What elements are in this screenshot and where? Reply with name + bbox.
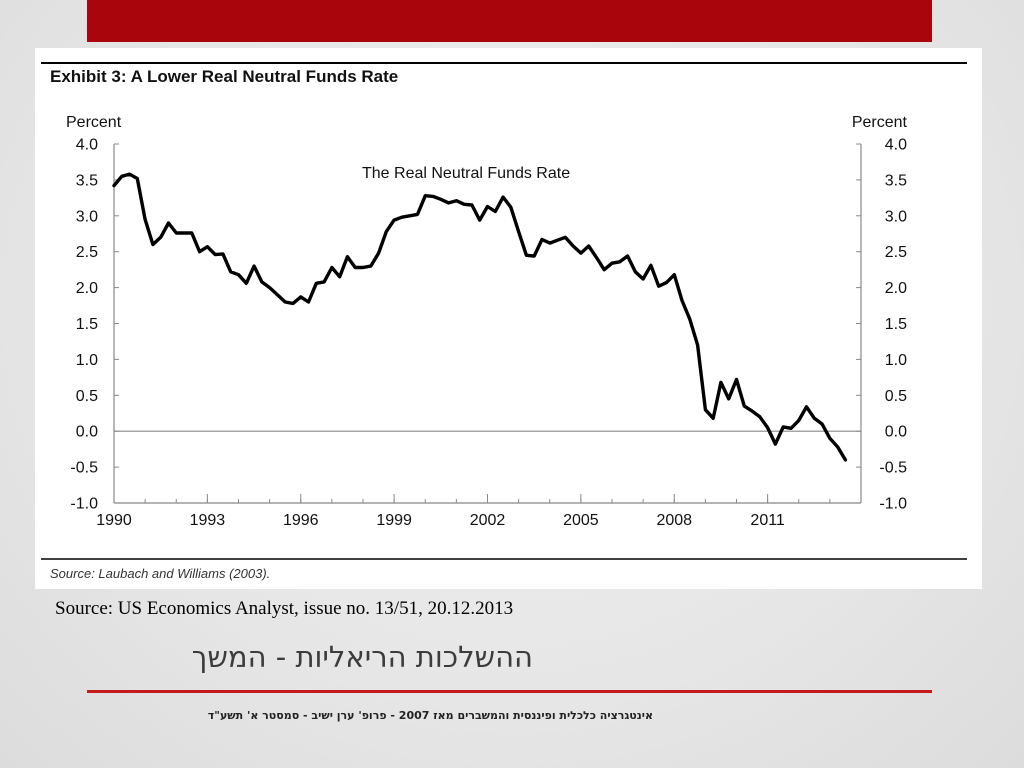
chart-source: Source: Laubach and Williams (2003).: [50, 566, 270, 581]
title-underline: [87, 690, 932, 693]
y-tick-label-right: 2.5: [885, 244, 907, 261]
y-tick-label-left: 2.0: [76, 280, 98, 297]
y-tick-label-right: -1.0: [879, 496, 907, 513]
y-tick-label-right: 2.0: [885, 280, 907, 297]
chart-svg: Exhibit 3: A Lower Real Neutral Funds Ra…: [41, 62, 967, 581]
y-axis-right-label: Percent: [852, 114, 908, 131]
y-tick-label-right: 1.0: [885, 352, 907, 369]
y-tick-label-left: -1.0: [70, 496, 98, 513]
x-tick-label: 2011: [750, 512, 785, 529]
y-tick-label-left: 0.5: [76, 388, 98, 405]
axes-layer: 4.0 4.0 3.5 3.5 3.0 3.0 2.5 2.5 2.0 2.0 1.5 1.5 1.0 1…: [70, 137, 907, 530]
top-accent-bar: [87, 0, 932, 42]
y-tick-label-left: 3.5: [76, 172, 98, 189]
x-tick-label: 2008: [656, 512, 692, 529]
y-tick-label-left: 1.5: [76, 316, 98, 333]
y-tick-label-left: 0.0: [76, 424, 98, 441]
y-tick-label-right: 1.5: [885, 316, 907, 333]
x-tick-label: 1996: [283, 512, 319, 529]
slide-footer: אינטגרציה כלכלית ופיננסית והמשברים מאז 2…: [207, 709, 653, 722]
x-tick-label: 2005: [563, 512, 599, 529]
x-tick-label: 1993: [190, 512, 226, 529]
exhibit-chart: Exhibit 3: A Lower Real Neutral Funds Ra…: [35, 48, 982, 589]
series-annotation: The Real Neutral Funds Rate: [362, 165, 570, 182]
x-tick-label: 2002: [470, 512, 506, 529]
series-layer: [112, 172, 848, 462]
y-tick-label-left: -0.5: [70, 460, 98, 477]
y-tick-label-right: 3.5: [885, 172, 907, 189]
y-tick-label-right: 0.0: [885, 424, 907, 441]
x-tick-label: 1999: [376, 512, 412, 529]
y-tick-label-right: -0.5: [879, 460, 907, 477]
y-tick-label-left: 2.5: [76, 244, 98, 261]
y-tick-label-right: 3.0: [885, 208, 907, 225]
slide-title: ההשלכות הריאליות - המשך: [191, 640, 533, 674]
chart-title: Exhibit 3: A Lower Real Neutral Funds Ra…: [50, 67, 398, 86]
source-citation: Source: US Economics Analyst, issue no. …: [55, 598, 514, 619]
y-tick-label-left: 3.0: [76, 208, 98, 225]
y-tick-label-right: 0.5: [885, 388, 907, 405]
y-tick-label-left: 1.0: [76, 352, 98, 369]
y-axis-left-label: Percent: [66, 114, 122, 131]
x-tick-label: 1990: [96, 512, 132, 529]
y-tick-label-left: 4.0: [76, 137, 98, 154]
y-tick-label-right: 4.0: [885, 137, 907, 154]
series-line-real-neutral-funds-rate: [112, 172, 848, 462]
